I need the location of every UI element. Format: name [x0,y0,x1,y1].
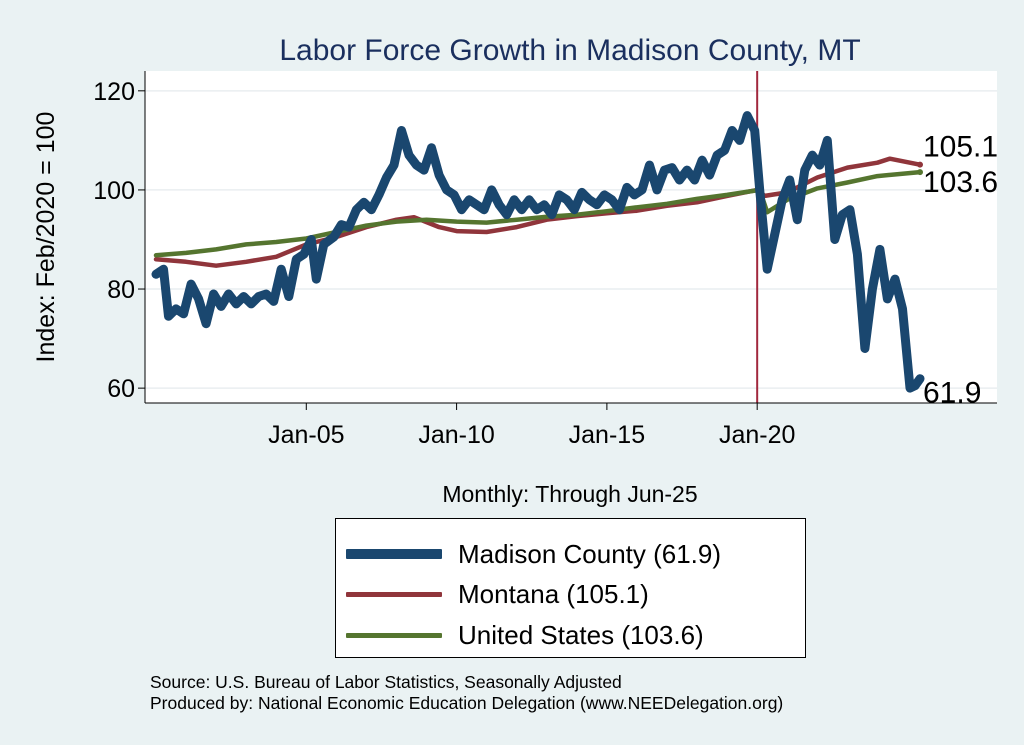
x-axis-label: Monthly: Through Jun-25 [442,481,697,507]
series-lines [151,71,925,403]
source-note: Source: U.S. Bureau of Labor Statistics,… [150,672,783,714]
end-point [917,169,923,176]
legend: Madison County (61.9) Montana (105.1) Un… [335,518,806,658]
legend-swatch-montana [346,592,442,597]
y-tick-label: 100 [93,177,135,205]
series-line-montana [153,156,923,268]
x-tick-label: Jan-05 [268,421,344,449]
x-tick-label: Jan-10 [418,421,494,449]
y-axis-label: Index: Feb/2020 = 100 [32,112,60,363]
chart-title: Labor Force Growth in Madison County, MT [279,34,860,67]
axes: 60 80 100 120 Jan-05 Jan-10 Jan-15 Jan-20 [93,71,997,449]
legend-label-madison: Madison County (61.9) [458,539,722,569]
y-tick-label: 120 [93,78,135,106]
y-tick-label: 60 [107,375,135,403]
end-label-montana: 105.1 [923,131,998,164]
legend-label-united-states: United States (103.6) [458,620,704,650]
producer-line: Produced by: National Economic Education… [150,693,784,713]
legend-swatch-united-states [346,633,442,638]
legend-label-montana: Montana (105.1) [458,579,649,609]
source-line: Source: U.S. Bureau of Labor Statistics,… [150,672,622,692]
legend-swatch-madison [346,549,442,559]
end-point [917,161,923,168]
end-label-madison: 61.9 [923,377,981,410]
x-tick-label: Jan-15 [569,421,645,449]
series-line-madison [151,111,925,393]
end-label-united-states: 103.6 [923,166,998,199]
plot-background [145,71,997,403]
x-tick-label: Jan-20 [719,421,795,449]
end-point [917,375,923,382]
y-tick-label: 80 [107,276,135,304]
